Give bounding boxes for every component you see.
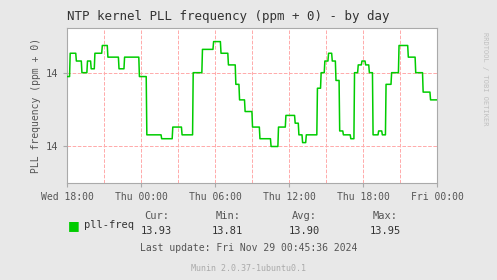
Text: 13.93: 13.93 bbox=[141, 226, 172, 236]
Text: NTP kernel PLL frequency (ppm + 0) - by day: NTP kernel PLL frequency (ppm + 0) - by … bbox=[68, 10, 390, 23]
Text: Cur:: Cur: bbox=[144, 211, 169, 221]
Text: 13.90: 13.90 bbox=[289, 226, 320, 236]
Text: Min:: Min: bbox=[215, 211, 240, 221]
Text: Last update: Fri Nov 29 00:45:36 2024: Last update: Fri Nov 29 00:45:36 2024 bbox=[140, 243, 357, 253]
Text: Avg:: Avg: bbox=[292, 211, 317, 221]
Text: pll-freq: pll-freq bbox=[84, 220, 135, 230]
Text: RRDTOOL / TOBI OETIKER: RRDTOOL / TOBI OETIKER bbox=[482, 32, 488, 125]
Text: ■: ■ bbox=[68, 219, 80, 232]
Text: Munin 2.0.37-1ubuntu0.1: Munin 2.0.37-1ubuntu0.1 bbox=[191, 264, 306, 273]
Text: 13.95: 13.95 bbox=[370, 226, 401, 236]
Text: Max:: Max: bbox=[373, 211, 398, 221]
Text: 13.81: 13.81 bbox=[212, 226, 243, 236]
Y-axis label: PLL frequency (ppm + 0): PLL frequency (ppm + 0) bbox=[31, 38, 41, 173]
